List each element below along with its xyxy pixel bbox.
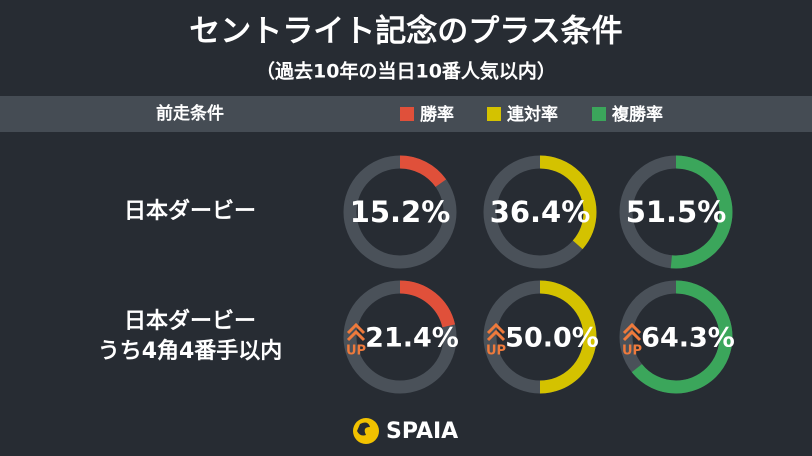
legend-swatch <box>592 107 606 121</box>
chart-title: セントライト記念のプラス条件 <box>189 14 622 50</box>
donut-arc <box>343 280 457 394</box>
legend-label: 連対率 <box>507 104 558 125</box>
donut-arc <box>619 280 733 394</box>
legend-label: 複勝率 <box>611 104 663 125</box>
category-header: 前走条件 <box>156 103 224 124</box>
up-arrow <box>346 322 366 342</box>
logo: SPAIA <box>353 418 458 444</box>
chart-subtitle: （過去10年の当日10番人気以内） <box>256 60 556 83</box>
donut-arc <box>483 280 597 394</box>
value-label: 36.4% <box>490 195 591 229</box>
legend-label: 勝率 <box>420 104 454 125</box>
row-label: うち4角4番手以内 <box>98 338 283 364</box>
logo-icon <box>353 418 379 444</box>
logo-text: SPAIA <box>386 419 458 444</box>
legend-swatch <box>487 107 501 121</box>
up-arrow <box>486 322 506 342</box>
donut-arc <box>343 155 457 269</box>
logo-icon-mark <box>357 422 370 436</box>
badge-label: UP <box>486 344 506 359</box>
donut-arc <box>619 155 733 269</box>
value-label: 15.2% <box>350 195 451 229</box>
row-label: 日本ダービー <box>124 198 256 224</box>
row-label: 日本ダービー <box>124 308 256 334</box>
up-arrow <box>622 322 642 342</box>
value-label: 21.4% <box>365 323 459 354</box>
donut-arc <box>483 155 597 269</box>
value-label: 50.0% <box>505 323 599 354</box>
badge-label: UP <box>622 344 642 359</box>
value-label: 51.5% <box>626 195 727 229</box>
badge-label: UP <box>346 344 366 359</box>
value-label: 64.3% <box>641 323 735 354</box>
legend-swatch <box>400 107 414 121</box>
